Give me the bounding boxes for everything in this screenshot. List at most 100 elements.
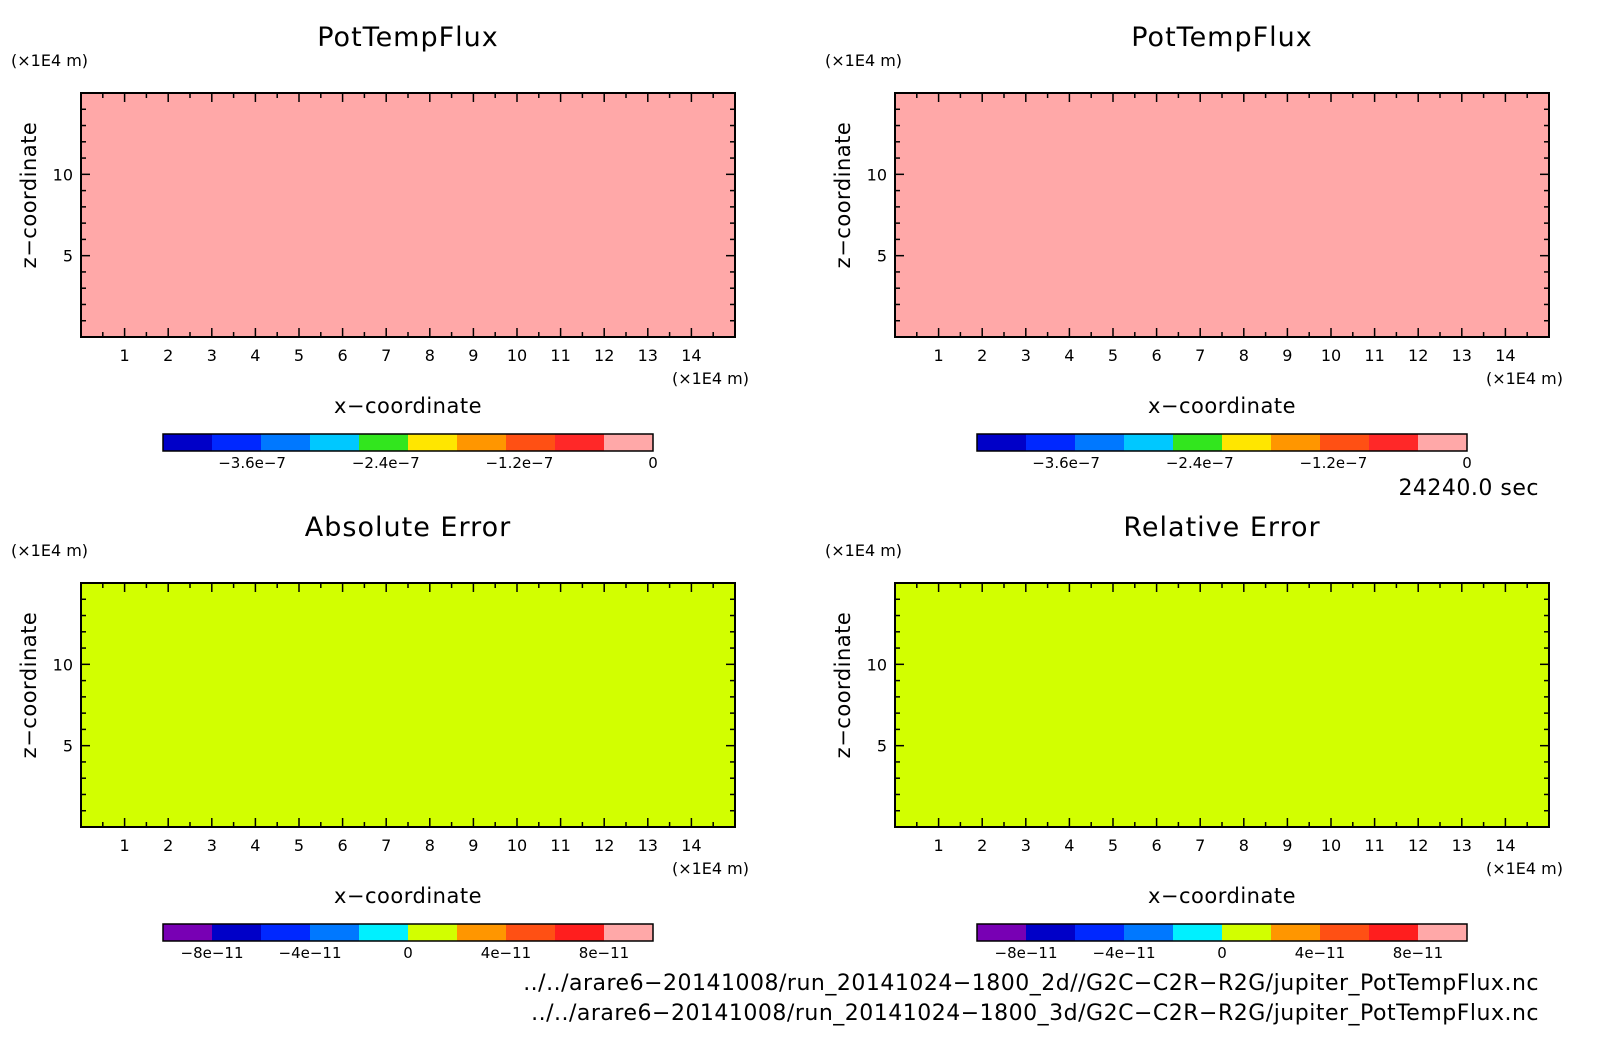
colorbar-segment	[261, 434, 311, 451]
x-tick-label: 8	[1239, 346, 1249, 365]
colorbar-tick-label: 8e−11	[1393, 944, 1443, 962]
x-tick-label: 7	[1195, 346, 1205, 365]
x-axis-label: x−coordinate	[334, 394, 482, 418]
colorbar-tick-label: −8e−11	[995, 944, 1058, 962]
y-tick-label: 10	[53, 655, 73, 674]
x-tick-label: 10	[507, 346, 527, 365]
x-tick-label: 14	[1495, 346, 1515, 365]
x-tick-label: 8	[425, 346, 435, 365]
x-tick-label: 2	[977, 346, 987, 365]
chart-panel-2: PotTempFlux(×1E4 m)1 2 3 4 5 6 7 8 9 10 11 12 13 1451…	[825, 22, 1563, 472]
file-path-2: ../../arare6−20141008/run_20141024−1800_…	[531, 1001, 1539, 1026]
y-axis-unit: (×1E4 m)	[11, 51, 88, 70]
chart-title: Absolute Error	[305, 512, 511, 543]
chart-panel-4: Relative Error(×1E4 m)1 2 3 4 5 6 7 8 9 10 11 12 13 1…	[825, 512, 1563, 962]
x-axis-label: x−coordinate	[334, 884, 482, 908]
x-tick-label: 8	[425, 836, 435, 855]
x-tick-label: 1	[934, 836, 944, 855]
colorbar-tick-label: 4e−11	[481, 944, 531, 962]
x-tick-label: 7	[381, 836, 391, 855]
file-path-1: ../../arare6−20141008/run_20141024−1800_…	[523, 971, 1539, 996]
x-tick-label: 9	[468, 836, 478, 855]
chart-panel-3: Absolute Error(×1E4 m)1 2 3 4 5 6 7 8 9 10 11 12 13 1…	[11, 512, 749, 962]
colorbar-tick-label: −8e−11	[181, 944, 244, 962]
x-tick-label: 12	[594, 836, 614, 855]
colorbar-tick-label: −2.4e−7	[1166, 454, 1234, 472]
colorbar-frame	[976, 923, 1468, 942]
y-tick-label: 5	[877, 737, 887, 756]
colorbar-segment	[1418, 434, 1468, 451]
colorbar-segment	[1173, 924, 1223, 941]
colorbar-segment	[555, 924, 605, 941]
x-tick-label: 9	[468, 346, 478, 365]
x-tick-label: 13	[638, 836, 658, 855]
x-tick-label: 6	[338, 836, 348, 855]
x-tick-label: 14	[681, 836, 701, 855]
colorbar-tick-label: −1.2e−7	[1299, 454, 1367, 472]
colorbar-tick-label: 4e−11	[1295, 944, 1345, 962]
heatmap-field	[895, 583, 1549, 827]
x-tick-label: 8	[1239, 836, 1249, 855]
heatmap-field	[81, 93, 735, 337]
colorbar-segment	[1173, 434, 1223, 451]
colorbar-segment	[977, 924, 1027, 941]
colorbar-segment	[212, 434, 262, 451]
colorbar-segment	[1124, 924, 1174, 941]
x-axis-unit: (×1E4 m)	[1486, 859, 1563, 878]
colorbar-segment	[1369, 434, 1419, 451]
x-tick-label: 4	[250, 346, 260, 365]
colorbar-frame	[162, 923, 654, 942]
x-tick-label: 12	[1408, 346, 1428, 365]
x-tick-label: 3	[207, 836, 217, 855]
colorbar-tick-label: −3.6e−7	[1032, 454, 1100, 472]
chart-panel-1: PotTempFlux(×1E4 m)1 2 3 4 5 6 7 8 9 10 11 12 13 1451…	[11, 22, 749, 472]
x-tick-label: 10	[1321, 346, 1341, 365]
colorbar-segment	[1026, 434, 1076, 451]
colorbar-tick-label: −3.6e−7	[218, 454, 286, 472]
x-tick-label: 7	[1195, 836, 1205, 855]
x-tick-label: 6	[338, 346, 348, 365]
y-axis-label: z−coordinate	[17, 122, 41, 269]
colorbar-tick-label: −2.4e−7	[352, 454, 420, 472]
x-tick-label: 1	[120, 836, 130, 855]
x-tick-label: 3	[207, 346, 217, 365]
y-tick-label: 10	[867, 165, 887, 184]
x-tick-label: 13	[1452, 836, 1472, 855]
colorbar-segment	[1320, 924, 1370, 941]
colorbar-segment	[408, 924, 458, 941]
x-tick-label: 14	[1495, 836, 1515, 855]
x-tick-label: 4	[1064, 836, 1074, 855]
x-axis-unit: (×1E4 m)	[1486, 369, 1563, 388]
y-axis-unit: (×1E4 m)	[11, 541, 88, 560]
colorbar-segment	[1222, 434, 1272, 451]
colorbar-segment	[261, 924, 311, 941]
x-tick-label: 2	[163, 346, 173, 365]
x-tick-label: 14	[681, 346, 701, 365]
colorbar-segment	[212, 924, 262, 941]
colorbar-segment	[1026, 924, 1076, 941]
x-axis-label: x−coordinate	[1148, 394, 1296, 418]
chart-title: Relative Error	[1123, 512, 1320, 543]
y-tick-label: 5	[877, 247, 887, 266]
colorbar-segment	[506, 434, 556, 451]
x-tick-label: 1	[120, 346, 130, 365]
y-axis-label: z−coordinate	[831, 122, 855, 269]
x-tick-label: 5	[294, 836, 304, 855]
colorbar-tick-label: 0	[648, 454, 658, 472]
y-tick-label: 5	[63, 247, 73, 266]
x-tick-label: 13	[1452, 346, 1472, 365]
x-tick-label: 12	[594, 346, 614, 365]
colorbar-tick-label: −1.2e−7	[485, 454, 553, 472]
colorbar-segment	[310, 434, 360, 451]
y-axis-label: z−coordinate	[831, 612, 855, 759]
colorbar-segment	[555, 434, 605, 451]
x-tick-label: 4	[250, 836, 260, 855]
colorbar-tick-label: 0	[403, 944, 413, 962]
colorbar-segment	[1320, 434, 1370, 451]
colorbar-tick-label: 0	[1217, 944, 1227, 962]
colorbar-segment	[1271, 924, 1321, 941]
x-tick-label: 11	[1364, 836, 1384, 855]
x-tick-label: 5	[294, 346, 304, 365]
x-tick-label: 13	[638, 346, 658, 365]
